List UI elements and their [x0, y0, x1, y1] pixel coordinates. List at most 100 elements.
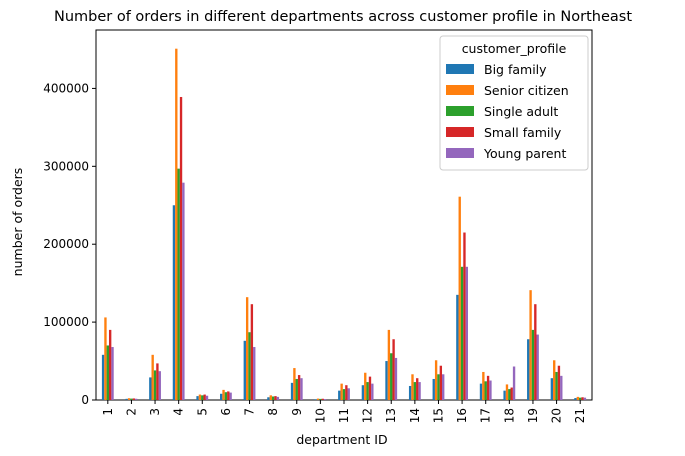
- bar-small-family-1: [108, 329, 112, 400]
- bar-small-family-20: [557, 365, 561, 400]
- bar-small-family-5: [203, 394, 206, 400]
- bar-small-family-3: [156, 363, 159, 400]
- x-tick-label: 8: [266, 408, 280, 416]
- bar-single-adult-8: [271, 396, 275, 400]
- bar-senior-citizen-8: [269, 395, 272, 400]
- bar-big-family-15: [432, 378, 435, 400]
- bar-small-family-14: [416, 378, 419, 400]
- x-tick-label: 9: [290, 408, 304, 416]
- bar-big-family-3: [149, 377, 152, 400]
- bar-big-family-10: [314, 399, 317, 400]
- legend-label: Young parent: [483, 146, 566, 161]
- bar-big-family-9: [290, 382, 294, 400]
- x-tick-label: 5: [195, 408, 209, 416]
- bar-big-family-19: [527, 339, 530, 400]
- bar-young-parent-7: [253, 347, 256, 400]
- bar-small-family-18: [510, 387, 513, 400]
- bar-young-parent-21: [583, 397, 587, 400]
- x-tick-label: 13: [384, 408, 398, 423]
- x-tick-label: 3: [148, 408, 162, 416]
- x-tick-label: 6: [219, 408, 233, 416]
- bar-single-adult-20: [555, 371, 558, 400]
- bar-big-family-17: [479, 383, 483, 400]
- bar-big-family-20: [550, 378, 554, 400]
- bar-young-parent-18: [512, 366, 516, 400]
- legend-swatch: [446, 148, 474, 158]
- bar-big-family-16: [456, 294, 459, 400]
- bar-senior-citizen-21: [576, 396, 580, 400]
- bar-small-family-6: [227, 391, 230, 400]
- bar-young-parent-6: [229, 392, 232, 400]
- y-tick-label: 400000: [43, 81, 89, 95]
- bar-senior-citizen-4: [175, 48, 178, 400]
- bar-senior-citizen-13: [387, 329, 391, 400]
- bar-big-family-18: [503, 390, 506, 400]
- bar-single-adult-12: [366, 382, 369, 400]
- bar-single-adult-11: [342, 389, 346, 400]
- bar-senior-citizen-9: [293, 368, 296, 400]
- bar-small-family-9: [297, 375, 301, 400]
- bar-young-parent-17: [489, 380, 492, 400]
- bar-young-parent-8: [276, 396, 280, 400]
- bar-young-parent-2: [134, 398, 138, 400]
- bar-big-family-6: [220, 393, 223, 400]
- bar-single-adult-6: [224, 392, 228, 400]
- y-tick-label: 100000: [43, 315, 89, 329]
- bar-big-family-12: [361, 385, 365, 400]
- bar-small-family-4: [179, 96, 183, 401]
- legend-label: Senior citizen: [484, 83, 569, 98]
- bar-senior-citizen-11: [340, 383, 343, 400]
- bar-small-family-8: [274, 396, 277, 400]
- bar-big-family-4: [172, 205, 176, 400]
- bars: [101, 48, 587, 401]
- y-tick-label: 0: [81, 393, 89, 407]
- bar-single-adult-10: [319, 398, 322, 400]
- x-axis: 1 2 3 4 5 6 7 8 9 10 11 12 13 14 15 16 17 18 19 20 21: [101, 400, 587, 423]
- y-tick-label: 200000: [43, 237, 89, 251]
- bar-single-adult-1: [106, 345, 109, 400]
- bar-young-parent-14: [418, 382, 421, 400]
- bar-senior-citizen-15: [434, 360, 438, 400]
- bar-big-family-2: [125, 398, 128, 400]
- bar-senior-citizen-18: [505, 384, 509, 400]
- bar-senior-citizen-16: [458, 196, 461, 400]
- y-tick-label: 300000: [43, 159, 89, 173]
- x-tick-label: 7: [243, 408, 257, 416]
- bar-young-parent-15: [442, 374, 445, 400]
- legend-swatch: [446, 64, 474, 74]
- bar-small-family-12: [368, 376, 372, 400]
- legend-box: [439, 35, 589, 171]
- bar-young-parent-3: [158, 371, 161, 400]
- bar-senior-citizen-7: [245, 297, 249, 400]
- x-tick-label: 14: [408, 408, 422, 423]
- x-tick-label: 17: [479, 408, 493, 423]
- bar-single-adult-18: [508, 389, 511, 400]
- bar-big-family-8: [267, 397, 270, 400]
- bar-young-parent-1: [111, 347, 114, 400]
- legend-swatch: [446, 106, 474, 116]
- legend-label: Single adult: [484, 104, 558, 119]
- legend-title: customer_profile: [462, 41, 567, 56]
- bar-big-family-21: [574, 398, 577, 400]
- x-tick-label: 19: [526, 408, 540, 423]
- bar-young-parent-12: [371, 383, 374, 400]
- bar-senior-citizen-2: [127, 398, 131, 400]
- bar-young-parent-9: [300, 378, 303, 400]
- bar-senior-citizen-12: [364, 372, 367, 400]
- bar-single-adult-14: [413, 382, 417, 400]
- bar-single-adult-21: [579, 397, 582, 400]
- x-tick-label: 12: [361, 408, 375, 423]
- bar-single-adult-15: [437, 374, 440, 400]
- bar-big-family-7: [243, 340, 246, 400]
- bar-senior-citizen-3: [151, 354, 154, 400]
- legend-label: Big family: [484, 62, 547, 77]
- bar-single-adult-9: [295, 378, 298, 400]
- bar-single-adult-17: [484, 381, 487, 400]
- bar-big-family-13: [385, 361, 388, 400]
- x-tick-label: 2: [124, 408, 138, 416]
- bar-big-family-1: [101, 354, 105, 400]
- x-tick-label: 16: [455, 408, 469, 423]
- x-tick-label: 1: [101, 408, 115, 416]
- bar-senior-citizen-10: [316, 398, 320, 400]
